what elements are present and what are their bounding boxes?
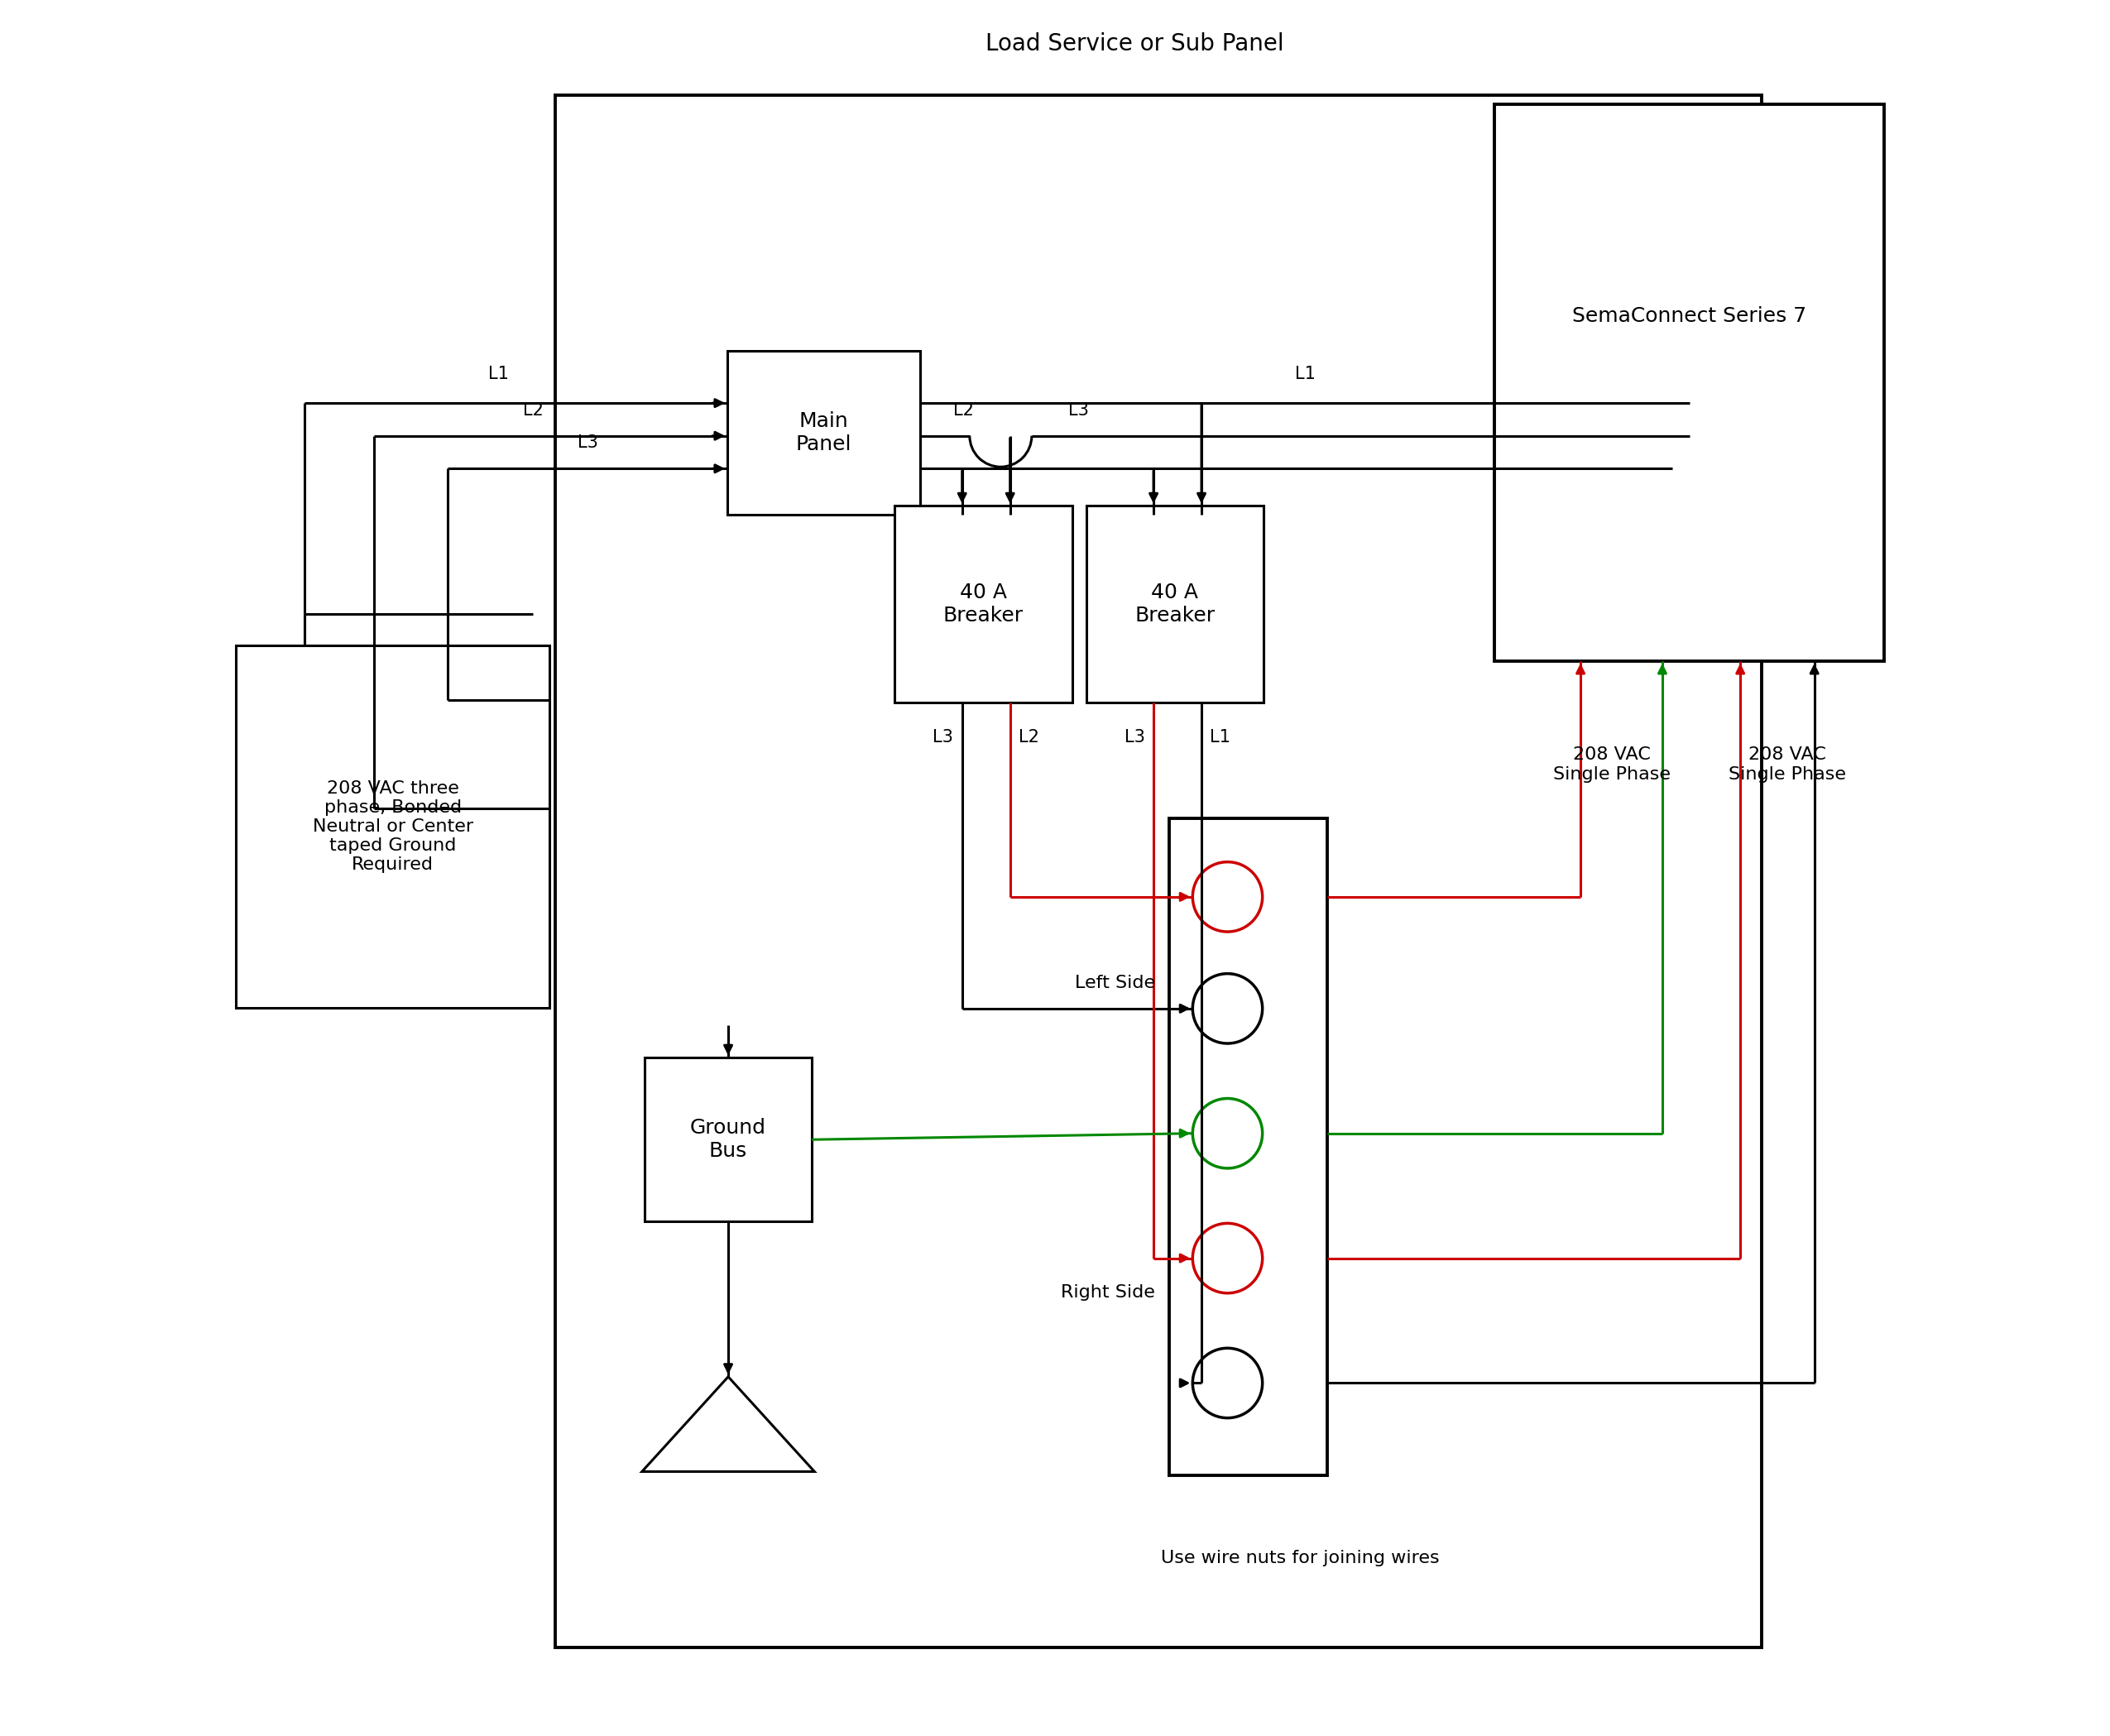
- Text: L2: L2: [954, 403, 975, 418]
- Text: L3: L3: [1068, 403, 1089, 418]
- Text: Left Side: Left Side: [1074, 974, 1154, 991]
- Text: L1: L1: [490, 366, 509, 382]
- Bar: [555, 95, 1762, 1647]
- Bar: [1087, 505, 1264, 703]
- Text: SemaConnect Series 7: SemaConnect Series 7: [1572, 306, 1806, 326]
- Bar: [728, 351, 920, 514]
- Text: L3: L3: [933, 729, 954, 745]
- Bar: [1494, 104, 1884, 661]
- Text: 208 VAC three
phase, Bonded
Neutral or Center
taped Ground
Required: 208 VAC three phase, Bonded Neutral or C…: [312, 779, 473, 873]
- Bar: [644, 1057, 812, 1222]
- Text: Ground
Bus: Ground Bus: [690, 1118, 766, 1161]
- Text: 40 A
Breaker: 40 A Breaker: [1135, 583, 1215, 625]
- Text: Main
Panel: Main Panel: [795, 411, 852, 455]
- Text: Use wire nuts for joining wires: Use wire nuts for joining wires: [1160, 1550, 1439, 1566]
- Bar: [236, 646, 551, 1007]
- Text: L1: L1: [1211, 729, 1230, 745]
- Bar: [1169, 818, 1327, 1476]
- Text: Right Side: Right Side: [1061, 1285, 1154, 1300]
- Text: L2: L2: [1019, 729, 1040, 745]
- Text: L1: L1: [1296, 366, 1315, 382]
- Text: 208 VAC
Single Phase: 208 VAC Single Phase: [1553, 746, 1671, 783]
- Bar: [895, 505, 1072, 703]
- Text: 40 A
Breaker: 40 A Breaker: [943, 583, 1023, 625]
- Text: 208 VAC
Single Phase: 208 VAC Single Phase: [1728, 746, 1846, 783]
- Text: L3: L3: [578, 434, 597, 451]
- Text: L3: L3: [1125, 729, 1146, 745]
- Text: L2: L2: [523, 403, 544, 418]
- Text: Load Service or Sub Panel: Load Service or Sub Panel: [985, 31, 1283, 56]
